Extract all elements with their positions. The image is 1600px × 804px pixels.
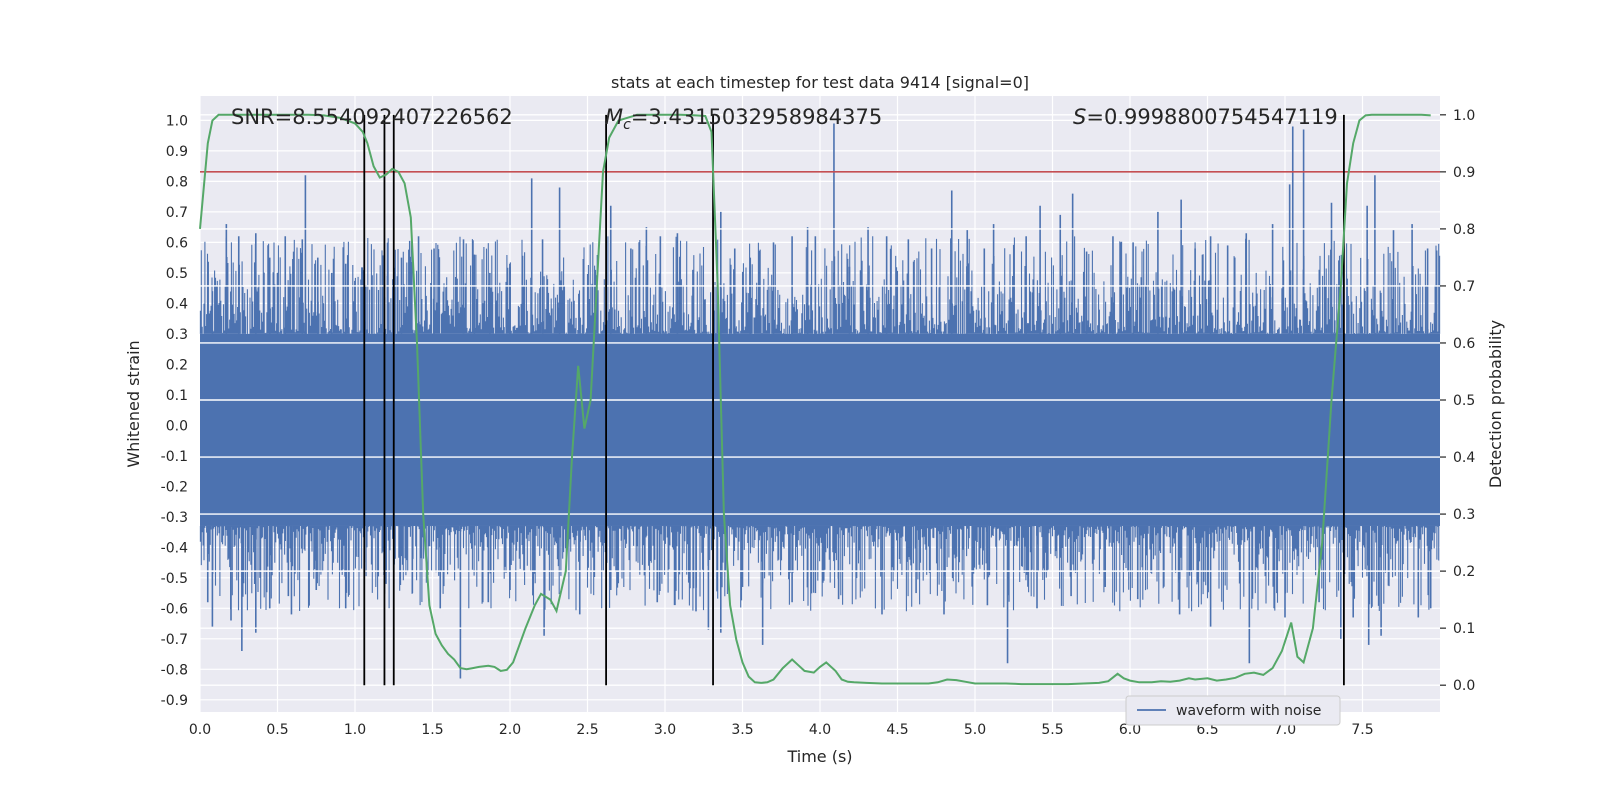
y-tick-label: -0.4	[161, 540, 188, 556]
detection-probability-series	[199, 113, 1431, 686]
y-tick-label: -0.7	[161, 632, 188, 648]
y-tick-label: 0.1	[166, 388, 188, 404]
x-tick-label: 0.5	[266, 722, 288, 738]
y2-tick-label: 0.7	[1453, 279, 1475, 295]
s-symbol: S	[1073, 105, 1086, 129]
y2-tick-label: 0.8	[1453, 222, 1475, 238]
legend-label: waveform with noise	[1176, 703, 1321, 719]
y-tick-label: 0.6	[166, 235, 188, 251]
y-tick-label: 1.0	[166, 113, 188, 129]
x-tick-label: 3.0	[654, 722, 676, 738]
y2-tick-label: 0.3	[1453, 507, 1475, 523]
waveform-band	[200, 333, 1440, 526]
x-tick-label: 0.0	[189, 722, 211, 738]
waveform-spikes	[199, 123, 1441, 679]
y-tick-label: 0.5	[166, 266, 188, 282]
y2-tick-label: 0.5	[1453, 393, 1475, 409]
y2-tick-label: 1.0	[1453, 108, 1475, 124]
s-value: =0.9998800754547119	[1086, 105, 1337, 129]
legend-box	[1125, 695, 1341, 726]
y2-tick-label: 0.1	[1453, 621, 1475, 637]
x-tick-label: 5.0	[964, 722, 986, 738]
legend: waveform with noise	[1125, 695, 1341, 726]
y-tick-label: -0.2	[161, 479, 188, 495]
y2-tick-label: 0.0	[1453, 678, 1475, 694]
y-tick-label: -0.5	[161, 571, 188, 587]
y-tick-label: -0.9	[161, 693, 188, 709]
y-tick-label: 0.8	[166, 174, 188, 190]
y-tick-label: 0.0	[166, 418, 188, 434]
y-tick-label: -0.6	[161, 601, 188, 617]
detection-probability-line	[199, 113, 1431, 686]
x-tick-label: 5.5	[1041, 722, 1063, 738]
y-tick-label: -0.3	[161, 510, 188, 526]
vertical-markers	[363, 114, 1345, 686]
waveform-envelope	[200, 333, 1440, 526]
y-tick-label: 0.7	[166, 205, 188, 221]
x-axis-label: Time (s)	[786, 747, 852, 766]
grid-overlay	[200, 114, 1440, 686]
snr-annotation: SNR=8.554092407226562	[231, 105, 513, 129]
x-tick-label: 7.5	[1351, 722, 1373, 738]
y-axis-label: Whitened strain	[124, 340, 143, 467]
y-tick-label: -0.1	[161, 449, 188, 465]
mc-symbol: M	[605, 105, 623, 129]
x-tick-label: 2.0	[499, 722, 521, 738]
y2-ticks: 1.0 0.9 0.8 0.7 0.6 0.5 0.4 0.3 0.2 0.1 0.0	[1440, 108, 1475, 694]
y2-tick-label: 0.9	[1453, 165, 1475, 181]
y2-axis-label: Detection probability	[1486, 320, 1505, 488]
mc-value: =3.4315032958984375	[631, 105, 882, 129]
y-ticks: 1.0 0.9 0.8 0.7 0.6 0.5 0.4 0.3 0.2 0.1 0.0 -0.1 -0.…	[161, 113, 188, 708]
mc-annotation: Mc=3.4315032958984375	[605, 105, 882, 133]
x-tick-label: 6.0	[1119, 722, 1141, 738]
y-tick-label: 0.9	[166, 144, 188, 160]
y2-tick-label: 0.6	[1453, 336, 1475, 352]
y-tick-label: 0.4	[166, 296, 188, 312]
mc-subscript: c	[623, 117, 631, 133]
s-annotation: S=0.9998800754547119	[1073, 105, 1338, 129]
x-tick-label: 6.5	[1196, 722, 1218, 738]
x-tick-label: 3.5	[731, 722, 753, 738]
x-tick-label: 4.0	[809, 722, 831, 738]
y-tick-label: 0.3	[166, 327, 188, 343]
y-tick-label: -0.8	[161, 662, 188, 678]
x-tick-label: 4.5	[886, 722, 908, 738]
x-tick-label: 7.0	[1274, 722, 1296, 738]
chart-title: stats at each timestep for test data 941…	[611, 73, 1029, 92]
waveform-noise-down	[199, 526, 1440, 612]
y-tick-label: 0.2	[166, 357, 188, 373]
y2-tick-label: 0.4	[1453, 450, 1475, 466]
x-tick-label: 1.5	[421, 722, 443, 738]
x-ticks: 0.0 0.5 1.0 1.5 2.0 2.5 3.0 3.5 4.0 4.5 5.0 5.5 6.0 6…	[189, 722, 1374, 738]
x-tick-label: 1.0	[344, 722, 366, 738]
x-tick-label: 2.5	[576, 722, 598, 738]
y2-tick-label: 0.2	[1453, 564, 1475, 580]
